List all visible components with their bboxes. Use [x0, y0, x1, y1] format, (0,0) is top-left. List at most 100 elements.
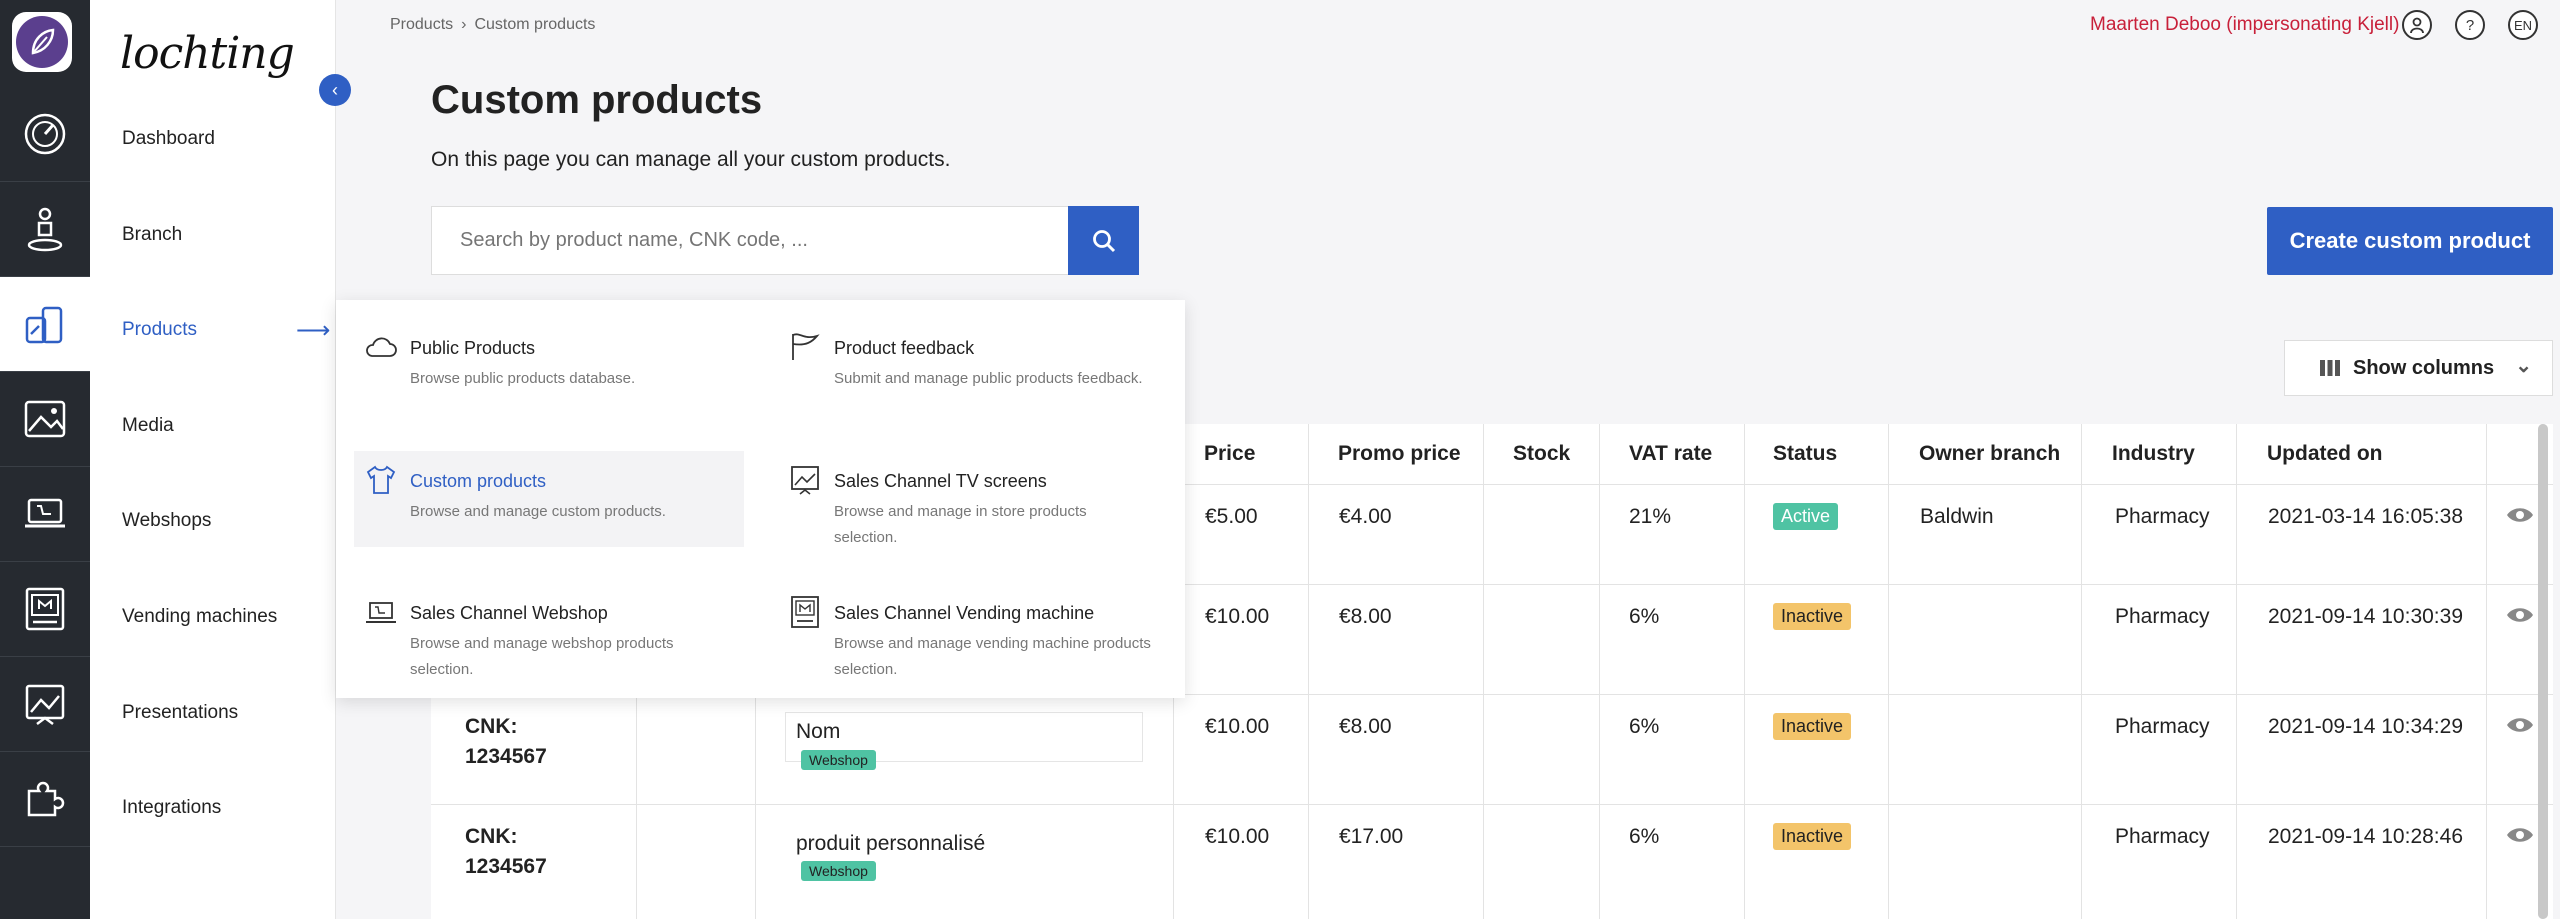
row-1-industry: Pharmacy [2115, 605, 2210, 628]
shirt-icon [366, 465, 396, 494]
row-0-vat: 21% [1629, 505, 1672, 528]
menu-item-title: Sales Channel TV screens [834, 471, 1047, 491]
menu-item-title: Sales Channel Vending machine [834, 603, 1095, 623]
rail-vending[interactable] [0, 562, 90, 657]
language-button[interactable]: EN [2508, 10, 2538, 40]
row-2-name[interactable]: Nom [796, 720, 841, 743]
brand-logo[interactable]: lochting [120, 28, 295, 79]
rail-branch[interactable] [0, 182, 90, 277]
menu-item-webshop[interactable]: Sales Channel Webshop Browse and manage … [354, 583, 744, 679]
menu-item-title: Public Products [410, 338, 536, 358]
column-updated-on[interactable]: Updated on [2267, 442, 2383, 465]
leaf-logo-icon [31, 28, 55, 55]
image-icon [24, 400, 66, 438]
row-2-cnk-label: CNK: [465, 715, 518, 738]
row-2-industry: Pharmacy [2115, 715, 2210, 738]
sidebar-item-integrations[interactable]: Integrations [122, 797, 222, 818]
row-3-cnk-value: 1234567 [465, 855, 547, 878]
eye-icon[interactable] [2505, 504, 2535, 526]
menu-item-product-feedback[interactable]: Product feedback Submit and manage publi… [778, 318, 1168, 414]
row-0-promo: €4.00 [1339, 505, 1392, 528]
menu-item-tv-screens[interactable]: Sales Channel TV screens Browse and mana… [778, 451, 1168, 547]
column-stock[interactable]: Stock [1513, 442, 1571, 465]
show-columns-label: Show columns [2353, 356, 2495, 379]
menu-item-title: Sales Channel Webshop [410, 603, 608, 623]
sidebar-item-webshops[interactable]: Webshops [122, 510, 212, 531]
page-title: Custom products [431, 78, 763, 122]
sidebar-item-presentations[interactable]: Presentations [122, 702, 239, 723]
sidebar-item-vending-machines[interactable]: Vending machines [122, 606, 278, 627]
sidebar-item-dashboard[interactable]: Dashboard [122, 128, 215, 149]
products-menu: Public Products Browse public products d… [336, 300, 1185, 698]
app-logo[interactable] [12, 12, 72, 72]
rail-dashboard[interactable] [0, 87, 90, 182]
products-icon [25, 306, 63, 344]
laptop-cart-icon [25, 498, 65, 528]
cloud-icon [366, 337, 397, 357]
rail-integrations[interactable] [0, 752, 90, 847]
menu-item-desc: Browse and manage webshop products selec… [410, 635, 674, 678]
column-promo-price[interactable]: Promo price [1338, 442, 1461, 465]
show-columns-button[interactable]: Show columns ⌄ [2284, 340, 2553, 396]
rail-products[interactable] [0, 277, 90, 372]
breadcrumb-separator: › [461, 16, 467, 33]
row-3-vat: 6% [1629, 825, 1660, 848]
status-badge: Active [1773, 503, 1839, 530]
breadcrumb-current: Custom products [474, 16, 596, 33]
column-status[interactable]: Status [1773, 442, 1838, 465]
menu-item-public-products[interactable]: Public Products Browse public products d… [354, 318, 744, 414]
search-icon [1092, 229, 1115, 252]
rail-webshops[interactable] [0, 467, 90, 562]
row-3-industry: Pharmacy [2115, 825, 2210, 848]
page-subtitle: On this page you can manage all your cus… [431, 148, 951, 171]
row-1-vat: 6% [1629, 605, 1660, 628]
rail-presentations[interactable] [0, 657, 90, 752]
eye-icon[interactable] [2505, 604, 2535, 626]
row-2-vat: 6% [1629, 715, 1660, 738]
row-2-name-box [785, 712, 1143, 762]
column-vat-rate[interactable]: VAT rate [1629, 442, 1713, 465]
laptop-icon [366, 602, 396, 623]
menu-item-custom-products[interactable]: Custom products Browse and manage custom… [354, 451, 744, 547]
sidebar-item-branch[interactable]: Branch [122, 224, 183, 245]
puzzle-icon [27, 781, 65, 817]
breadcrumb: Products › Custom products [390, 16, 595, 34]
help-icon[interactable]: ? [2455, 10, 2485, 40]
row-0-price: €5.00 [1205, 505, 1258, 528]
row-3-name[interactable]: produit personnalisé [796, 832, 986, 855]
column-owner-branch[interactable]: Owner branch [1919, 442, 2061, 465]
create-custom-product-button[interactable]: Create custom product [2267, 207, 2553, 275]
row-3-price: €10.00 [1205, 825, 1270, 848]
row-2-price: €10.00 [1205, 715, 1270, 738]
row-1-updated: 2021-09-14 10:30:39 [2268, 605, 2463, 628]
breadcrumb-products[interactable]: Products [390, 16, 454, 33]
eye-icon[interactable] [2505, 714, 2535, 736]
row-3-cnk-label: CNK: [465, 825, 518, 848]
user-name[interactable]: Maarten Deboo (impersonating Kjell) [2090, 14, 2400, 35]
menu-item-vending-machine[interactable]: Sales Channel Vending machine Browse and… [778, 583, 1168, 679]
status-badge: Inactive [1773, 823, 1852, 850]
account-icon[interactable] [2402, 10, 2432, 40]
menu-item-title: Product feedback [834, 338, 975, 358]
status-badge: Inactive [1773, 713, 1852, 740]
sidebar-item-media[interactable]: Media [122, 415, 174, 436]
arrow-right-icon: ⟶ [296, 317, 331, 344]
rail-media[interactable] [0, 372, 90, 467]
column-price[interactable]: Price [1204, 442, 1256, 465]
menu-item-desc: Browse and manage custom products. [410, 503, 666, 520]
collapse-sidebar-button[interactable]: ‹ [319, 74, 351, 106]
row-0-industry: Pharmacy [2115, 505, 2210, 528]
row-2-promo: €8.00 [1339, 715, 1392, 738]
search-button[interactable] [1068, 206, 1139, 275]
search-input[interactable] [431, 206, 1069, 275]
sidebar-item-products[interactable]: Products [122, 319, 197, 340]
menu-item-desc: Browse public products database. [410, 370, 636, 387]
column-industry[interactable]: Industry [2112, 442, 2195, 465]
row-2-updated: 2021-09-14 10:34:29 [2268, 715, 2463, 738]
row-3-updated: 2021-09-14 10:28:46 [2268, 825, 2463, 848]
eye-icon[interactable] [2505, 824, 2535, 846]
menu-item-desc: Browse and manage in store products sele… [834, 503, 1087, 546]
table-scrollbar[interactable] [2538, 424, 2548, 919]
row-1-price: €10.00 [1205, 605, 1270, 628]
row-2-cnk-value: 1234567 [465, 745, 547, 768]
